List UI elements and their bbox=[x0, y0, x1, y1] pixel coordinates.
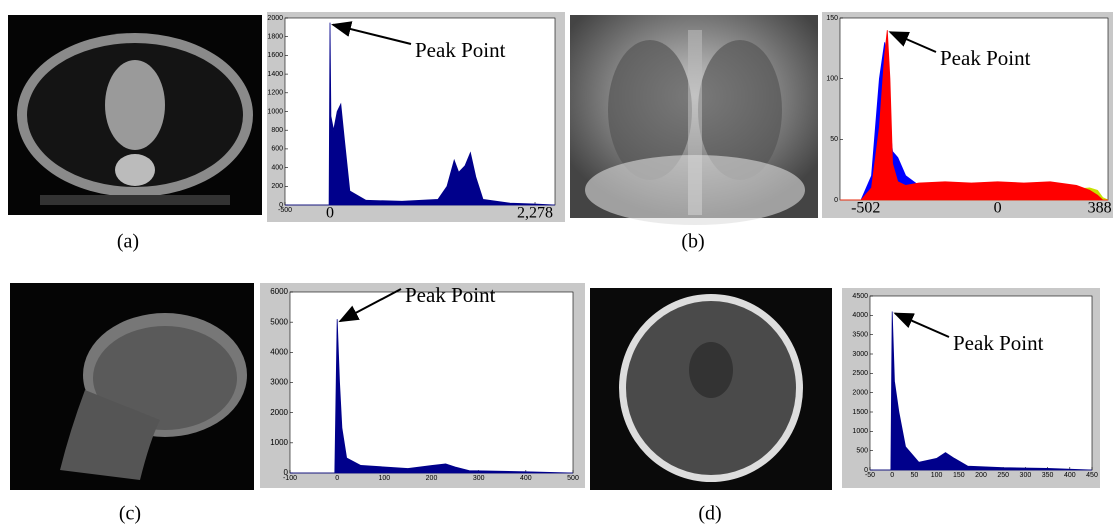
y-tick-label: 2000 bbox=[852, 390, 868, 397]
y-tick-label: 3000 bbox=[270, 378, 288, 387]
y-tick-label: 1400 bbox=[267, 71, 283, 78]
x-tick-label: 400 bbox=[1064, 472, 1076, 479]
y-tick-label: 50 bbox=[830, 136, 838, 143]
x-tick-label: 0 bbox=[326, 205, 334, 222]
y-tick-label: 1000 bbox=[267, 108, 283, 115]
y-tick-label: 0 bbox=[279, 202, 283, 209]
plot-area bbox=[289, 291, 574, 474]
x-tick-label: 100 bbox=[378, 475, 390, 482]
x-tick-label: 0 bbox=[335, 475, 339, 482]
y-tick-label: 1000 bbox=[852, 428, 868, 435]
y-tick-label: 2000 bbox=[267, 15, 283, 22]
x-tick-label: -100 bbox=[283, 475, 297, 482]
x-tick-label: 150 bbox=[953, 472, 965, 479]
annotation: Peak Point bbox=[940, 46, 1031, 70]
annotation: Peak Point bbox=[415, 38, 506, 62]
caption: (d) bbox=[698, 503, 721, 525]
histogram-area bbox=[840, 30, 1108, 201]
caption: (c) bbox=[119, 503, 141, 525]
x-tick-label: 0 bbox=[994, 200, 1002, 217]
y-tick-label: 3500 bbox=[852, 332, 868, 339]
x-tick-label: 400 bbox=[520, 475, 532, 482]
x-tick-label: 300 bbox=[1020, 472, 1032, 479]
y-tick-label: 800 bbox=[271, 127, 283, 134]
y-tick-label: 1000 bbox=[270, 438, 288, 447]
mri-sagittal-image bbox=[10, 283, 254, 490]
y-tick-label: 1800 bbox=[267, 34, 283, 41]
annotation-arrow bbox=[338, 288, 402, 323]
y-tick-label: 400 bbox=[271, 164, 283, 171]
y-tick-label: 0 bbox=[834, 197, 838, 204]
y-tick-label: 3000 bbox=[852, 351, 868, 358]
x-tick-label: 200 bbox=[975, 472, 987, 479]
y-tick-label: 2500 bbox=[852, 370, 868, 377]
x-tick-label: 100 bbox=[931, 472, 943, 479]
y-tick-label: 1500 bbox=[852, 409, 868, 416]
y-tick-label: 200 bbox=[271, 183, 283, 190]
histogram-area bbox=[870, 311, 1093, 471]
annotation-arrow bbox=[893, 312, 950, 338]
x-tick-label: 388 bbox=[1088, 200, 1112, 217]
y-tick-label: 2000 bbox=[270, 408, 288, 417]
x-tick-label: -50 bbox=[865, 472, 875, 479]
ct-image bbox=[8, 15, 262, 215]
annotation: Peak Point bbox=[405, 283, 496, 307]
x-tick-label: 350 bbox=[1042, 472, 1054, 479]
y-tick-label: 500 bbox=[856, 448, 868, 455]
x-tick-label: 0 bbox=[890, 472, 894, 479]
caption: (b) bbox=[681, 231, 704, 253]
annotation: Peak Point bbox=[953, 331, 1044, 355]
x-tick-label: 500 bbox=[567, 475, 579, 482]
x-tick-label: 50 bbox=[911, 472, 919, 479]
histogram-area bbox=[285, 22, 556, 206]
y-tick-label: 5000 bbox=[270, 317, 288, 326]
annotation-arrow bbox=[331, 21, 412, 45]
mri-axial-image bbox=[590, 288, 832, 490]
y-tick-label: 4000 bbox=[270, 347, 288, 356]
x-tick-label: 300 bbox=[473, 475, 485, 482]
x-tick-label: 2,278 bbox=[517, 205, 553, 222]
y-tick-label: 1600 bbox=[267, 52, 283, 59]
x-tick-label: -502 bbox=[851, 200, 880, 217]
y-tick-label: 0 bbox=[864, 467, 868, 474]
x-tick-label: 450 bbox=[1086, 472, 1098, 479]
x-tick-label: -500 bbox=[278, 207, 292, 214]
y-tick-label: 600 bbox=[271, 146, 283, 153]
histogram-area bbox=[290, 319, 574, 474]
xray-image bbox=[570, 15, 818, 225]
y-tick-label: 0 bbox=[284, 468, 289, 477]
y-tick-label: 100 bbox=[826, 76, 838, 83]
y-tick-label: 4000 bbox=[852, 312, 868, 319]
caption: (a) bbox=[117, 231, 139, 253]
x-tick-label: 250 bbox=[997, 472, 1009, 479]
y-tick-label: 1200 bbox=[267, 90, 283, 97]
y-tick-label: 150 bbox=[826, 15, 838, 22]
x-tick-label: 200 bbox=[426, 475, 438, 482]
annotation-arrow bbox=[888, 31, 937, 53]
y-tick-label: 4500 bbox=[852, 293, 868, 300]
y-tick-label: 6000 bbox=[270, 287, 288, 296]
